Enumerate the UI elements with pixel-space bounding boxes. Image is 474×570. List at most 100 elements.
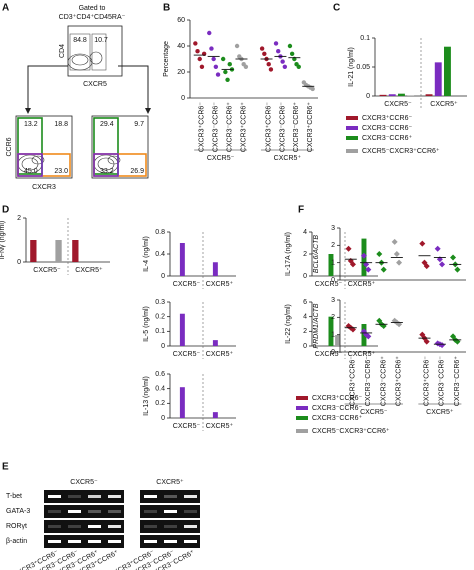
group-label: CXCR5⁻ bbox=[360, 409, 388, 416]
axis-label: CCR6 bbox=[6, 137, 13, 156]
panel-label: D bbox=[2, 205, 9, 216]
legend-label: CXCR5⁻CXCR3⁺CCR6⁺ bbox=[312, 428, 390, 435]
contour bbox=[67, 53, 93, 71]
bar bbox=[335, 274, 341, 276]
legend-swatch bbox=[296, 406, 308, 410]
bar bbox=[55, 240, 62, 262]
data-point bbox=[396, 259, 403, 266]
bar bbox=[30, 240, 37, 262]
gate bbox=[93, 153, 119, 177]
y-tick-label: 0 bbox=[17, 259, 21, 266]
data-point bbox=[289, 51, 295, 56]
contour bbox=[107, 155, 121, 165]
group-label: CXCR5⁻ bbox=[70, 479, 98, 486]
bar bbox=[179, 313, 185, 346]
gel-band bbox=[184, 540, 197, 543]
legend-swatch bbox=[346, 136, 358, 140]
gate bbox=[91, 33, 107, 71]
bar bbox=[434, 62, 442, 96]
y-axis-label: Percentage bbox=[163, 41, 170, 77]
gel-strip bbox=[44, 520, 124, 533]
gel-band bbox=[68, 495, 81, 498]
x-tick-label: CXCR5⁻ bbox=[384, 101, 412, 108]
data-point bbox=[268, 67, 274, 72]
data-point bbox=[282, 64, 288, 70]
data-point bbox=[211, 56, 216, 62]
group-label: CXCR5⁻ bbox=[207, 155, 235, 162]
quadrant-value: 33.2 bbox=[100, 168, 114, 175]
plot-frame bbox=[91, 115, 149, 179]
bar bbox=[425, 94, 433, 96]
bar bbox=[398, 93, 405, 96]
x-tick-label: CXCR5⁻ bbox=[173, 351, 201, 358]
y-tick-label: 0.05 bbox=[356, 64, 370, 71]
gel-band bbox=[48, 510, 61, 513]
x-tick-label: CXCR5⁻ bbox=[315, 351, 343, 358]
gel-band bbox=[184, 510, 197, 513]
quadrant-value: 13.2 bbox=[24, 121, 38, 128]
gel-band bbox=[88, 525, 101, 528]
data-point bbox=[276, 49, 281, 54]
y-tick-label: 1 bbox=[331, 260, 335, 267]
legend-swatch bbox=[346, 126, 358, 130]
data-point bbox=[360, 252, 367, 259]
panel-label: A bbox=[2, 3, 9, 14]
y-tick-label: 0 bbox=[303, 273, 307, 280]
gel-band bbox=[164, 525, 177, 528]
y-tick-label: 0 bbox=[366, 93, 370, 100]
y-tick-label: 0 bbox=[161, 343, 165, 350]
gate bbox=[17, 153, 43, 177]
quadrant-value: 18.8 bbox=[54, 121, 68, 128]
x-tick-label: CXCR5⁺ bbox=[348, 351, 376, 358]
y-tick-label: 0 bbox=[161, 415, 165, 422]
data-point bbox=[450, 254, 457, 261]
bar bbox=[328, 254, 334, 276]
y-tick-label: 3 bbox=[331, 297, 335, 304]
legend-label: CXCR3⁺CCR6⁻ bbox=[312, 395, 362, 402]
gel-band bbox=[88, 495, 101, 498]
x-tick-label: CXCR3⁻CCR6⁻ bbox=[212, 102, 219, 152]
gel-band bbox=[48, 540, 61, 543]
data-point bbox=[419, 240, 426, 247]
gate-subtitle: CD3⁺CD4⁺CD45RA⁻ bbox=[59, 14, 126, 21]
data-point bbox=[207, 30, 212, 36]
data-point bbox=[376, 251, 383, 257]
axis-label: CXCR3 bbox=[32, 184, 56, 191]
y-axis-label: IL-4 (ng/ml) bbox=[143, 236, 150, 272]
data-point bbox=[365, 266, 372, 273]
bar bbox=[212, 262, 218, 276]
data-point bbox=[454, 266, 461, 273]
data-point bbox=[296, 64, 301, 70]
data-point bbox=[310, 86, 315, 92]
y-tick-label: 40 bbox=[177, 43, 185, 50]
y-tick-label: 0.4 bbox=[155, 251, 165, 258]
data-point bbox=[215, 72, 221, 77]
gel-strip bbox=[140, 520, 200, 533]
arrow bbox=[27, 65, 68, 110]
gel-band bbox=[184, 525, 197, 528]
gel-band bbox=[68, 540, 81, 543]
data-point bbox=[423, 338, 430, 345]
data-point bbox=[380, 266, 387, 273]
data-point bbox=[243, 64, 249, 70]
gel-band bbox=[88, 540, 101, 543]
legend-swatch bbox=[346, 149, 358, 153]
gel-band bbox=[164, 540, 177, 543]
x-tick-label: CXCR3⁻CCR6⁺ bbox=[454, 356, 461, 406]
data-point bbox=[273, 41, 279, 46]
x-tick-label: CXCR3⁻CCR6⁻ bbox=[439, 356, 446, 406]
gel-band bbox=[108, 510, 121, 513]
data-point bbox=[213, 64, 219, 70]
y-tick-label: 2 bbox=[303, 251, 307, 258]
x-tick-label: CXCR3⁺CCR6⁻ bbox=[423, 356, 430, 406]
gel-band bbox=[108, 525, 121, 528]
gel-band bbox=[68, 525, 81, 528]
group-label: CXCR5⁺ bbox=[156, 479, 184, 486]
gate bbox=[69, 33, 91, 71]
gel-band bbox=[68, 510, 81, 513]
quadrant-value: 23.0 bbox=[54, 168, 68, 175]
y-tick-label: 0.8 bbox=[155, 229, 165, 236]
data-point bbox=[234, 43, 240, 49]
bar bbox=[407, 95, 415, 96]
bar bbox=[379, 94, 387, 96]
